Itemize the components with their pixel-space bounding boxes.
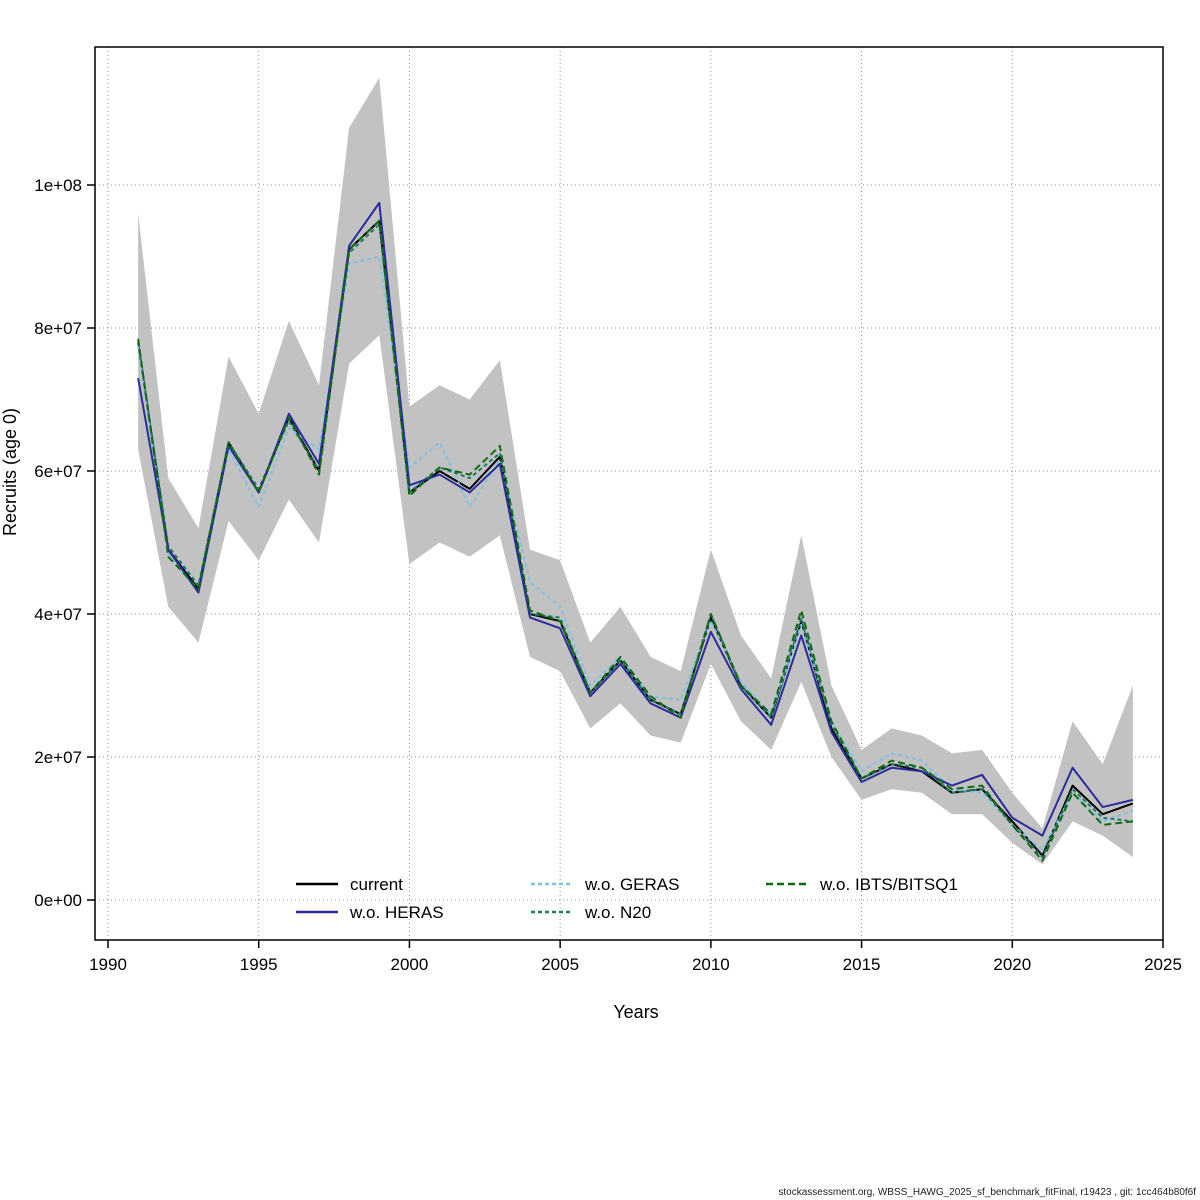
x-tick-label: 2025 [1144,955,1182,974]
plot-border [94,46,1164,941]
legend-label: current [350,875,403,894]
legend-label: w.o. HERAS [349,903,444,922]
x-tick-label: 2015 [843,955,881,974]
footer-attribution: stockassessment.org, WBSS_HAWG_2025_sf_b… [778,1187,1196,1198]
y-tick-label: 4e+07 [34,605,82,624]
series-line-w-o-ibts-bitsq1 [137,219,1133,862]
plot-area: 1990 1995 2000 2005 2010 2015 2020 2025 0e+00 2e+… [34,46,1182,974]
x-tick-label: 1995 [240,955,278,974]
series-line-w-o-heras [137,201,1134,837]
x-axis-title: Years [613,1002,658,1022]
x-tick-label: 2000 [391,955,429,974]
x-tick-label: 1990 [89,955,127,974]
y-tick-label: 1e+08 [34,176,82,195]
y-tick-label: 2e+07 [34,748,82,767]
legend-label: w.o. N20 [584,903,651,922]
y-tick-label: 0e+00 [34,891,82,910]
legend-label: w.o. IBTS/BITSQ1 [819,875,958,894]
x-tick-label: 2020 [993,955,1031,974]
x-tick-label: 2005 [541,955,579,974]
x-tick-label: 2010 [692,955,730,974]
y-tick-label: 6e+07 [34,462,82,481]
y-tick-label: 8e+07 [34,319,82,338]
y-axis-title: Recruits (age 0) [0,408,20,536]
legend-label: w.o. GERAS [584,875,679,894]
